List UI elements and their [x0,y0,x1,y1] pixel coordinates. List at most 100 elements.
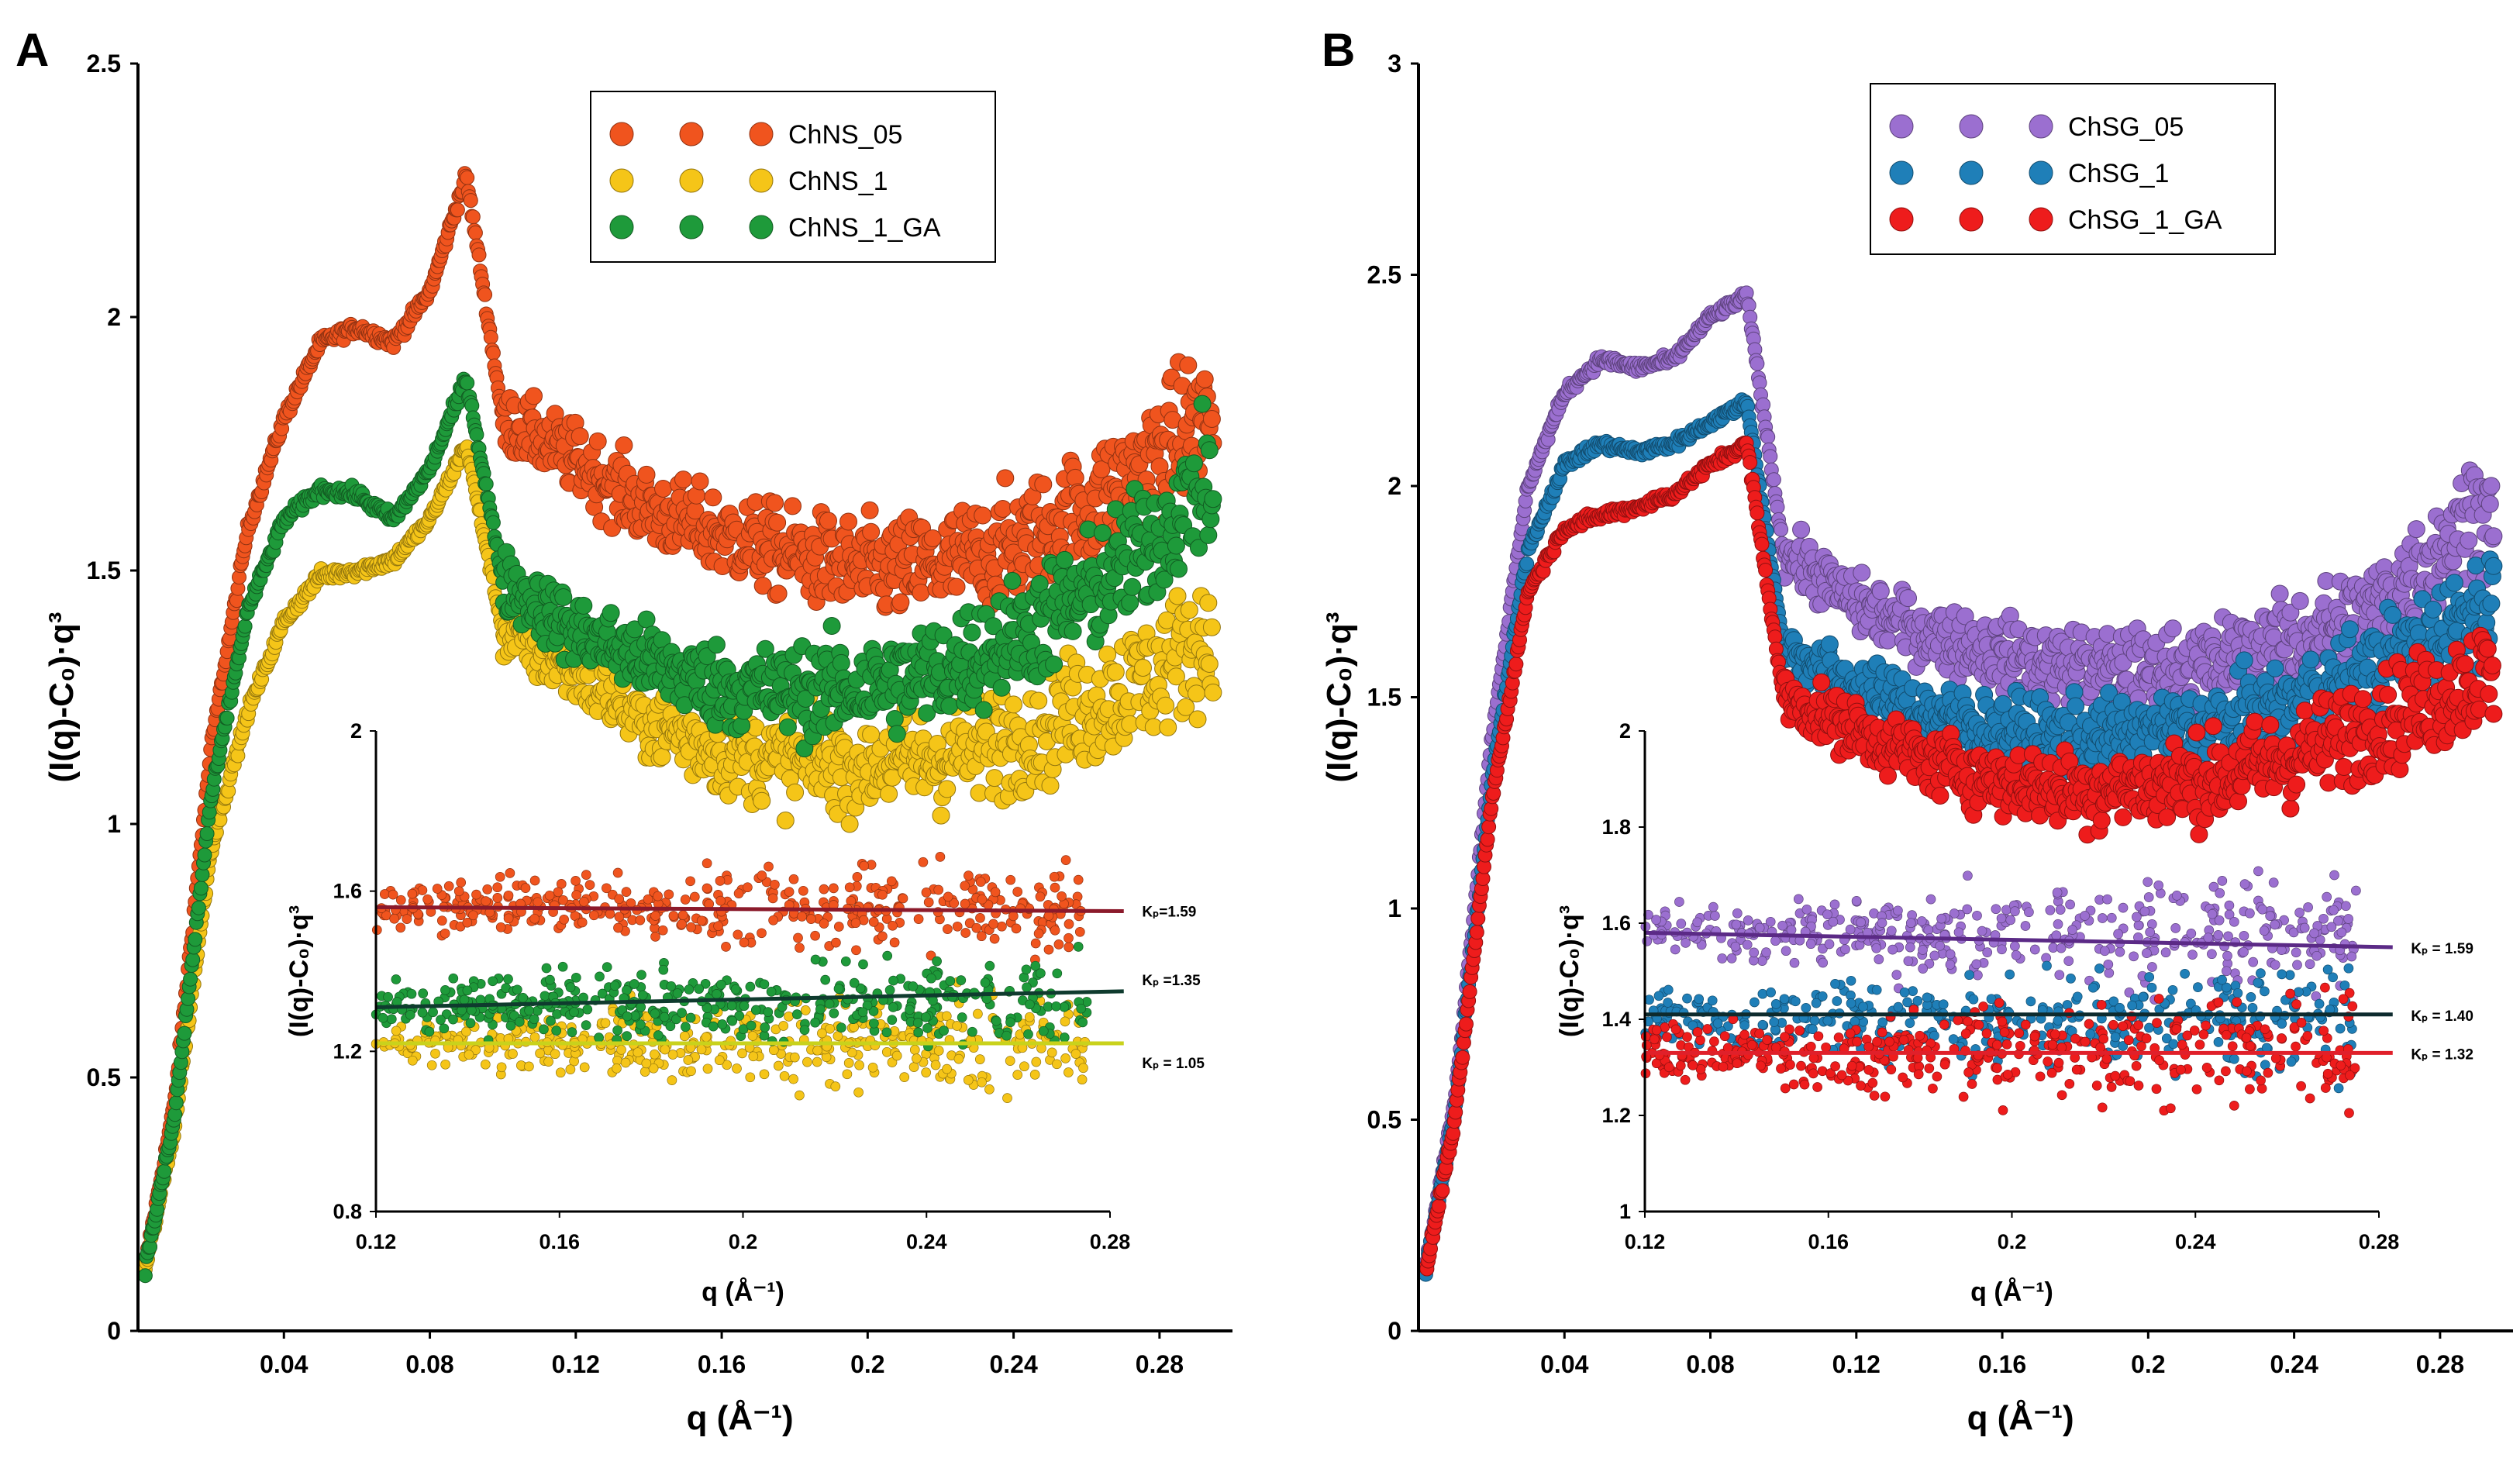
data-point [197,847,212,863]
inset-data-point [1050,882,1060,893]
inset-data-point [496,1062,507,1073]
data-point [1792,520,1811,539]
inset-data-point [495,922,506,932]
inset-data-point [1029,1070,1040,1080]
inset-y-tick-label: 1.6 [333,880,362,903]
data-point [183,971,198,987]
inset-data-point [622,1031,633,1041]
inset-data-point [853,1087,864,1098]
data-point [1034,475,1053,494]
inset-data-point [1070,1049,1081,1059]
data-point [1193,395,1212,413]
data-point [1188,684,1205,703]
inset-data-point [588,910,599,921]
inset-data-point [980,977,991,988]
inset-data-point [768,915,778,926]
x-tick-label: 0.28 [1136,1350,1184,1378]
inset-data-point [540,991,550,1001]
data-point [602,604,620,622]
inset-data-point [889,937,900,948]
inset-data-point [975,912,985,923]
panel-B: B00.511.522.530.04 0.08 0.12 0.16 0.2 0.24 0.2… [1320,24,2513,1437]
inset-data-point [1019,1061,1029,1072]
inset-data-point [881,1027,892,1038]
inset-data-point [565,982,576,993]
inset-data-point [492,893,503,903]
inset-data-point [891,1050,902,1061]
inset-data-point [612,1025,622,1036]
data-point [822,617,841,635]
inset-data-point [492,882,503,893]
inset-data-point [529,1032,540,1043]
inset-data-point [488,976,498,987]
data-point [776,812,795,829]
inset-data-point [833,984,844,994]
inset-data-point [976,931,987,942]
inset-data-point [1043,944,1054,955]
x-tick-label: 0.08 [405,1350,453,1378]
inset-data-point [1057,891,1067,901]
inset-data-point [784,1012,794,1022]
data-point [753,791,771,810]
data-point [1750,356,1765,371]
legend-label: ChNS_05 [788,120,902,150]
data-point [554,588,573,606]
inset-data-point [912,1018,923,1028]
inset-data-point [386,1014,397,1025]
inset-series-ChNS_1_GA [371,942,1092,1052]
inset-data-point [960,928,971,938]
kp-label: Kₚ = 1.05 [1142,1056,1205,1072]
inset-data-point [613,922,623,933]
data-point [237,619,253,634]
inset-data-point [1036,968,1046,978]
inset-data-point [930,1060,941,1070]
inset-data-point [817,1028,827,1039]
data-point [460,170,475,185]
inset-data-point [733,929,743,940]
inset-data-point [768,1045,779,1056]
inset-data-point [829,1008,839,1019]
data-point [485,345,501,360]
inset-data-point [681,1022,691,1032]
inset-y-tick-label: 1.2 [333,1039,362,1063]
inset-data-point [653,891,663,901]
y-tick-label: 0 [107,1317,121,1345]
inset-data-point [505,868,515,878]
inset-data-point [745,1072,756,1083]
inset-data-point [795,943,805,953]
inset-data-point [680,895,691,905]
inset-data-point [602,962,612,972]
inset-data-point [843,1058,854,1068]
inset-data-point [926,973,936,984]
inset-data-point [973,1008,983,1019]
data-point [1106,663,1125,681]
panel-letter: B [1322,24,1355,76]
inset-data-point [503,913,514,924]
data-point [1123,577,1142,596]
inset-data-point [913,914,924,924]
data-point [840,815,859,833]
inset-data-point [689,891,700,902]
data-point [985,769,1004,788]
data-point [769,584,788,603]
inset-data-point [733,888,744,898]
inset-data-point [798,885,808,896]
data-point [1774,522,1789,537]
inset-data-point [833,922,844,932]
inset-data-point [1076,1003,1087,1014]
inset-data-point [877,931,888,942]
inset-data-point [945,976,956,986]
inset-data-point [605,908,615,919]
data-point [912,584,930,602]
inset-data-point [594,1032,604,1043]
inset-data-point [886,876,897,887]
inset-data-point [715,876,726,886]
inset-data-point [636,970,646,980]
data-point [1184,454,1203,473]
data-point [1157,696,1175,715]
data-point [947,577,966,596]
inset-data-point [505,1020,516,1031]
inset-data-point [1052,1059,1062,1070]
data-point [219,710,235,726]
inset-data-point [620,1057,631,1068]
